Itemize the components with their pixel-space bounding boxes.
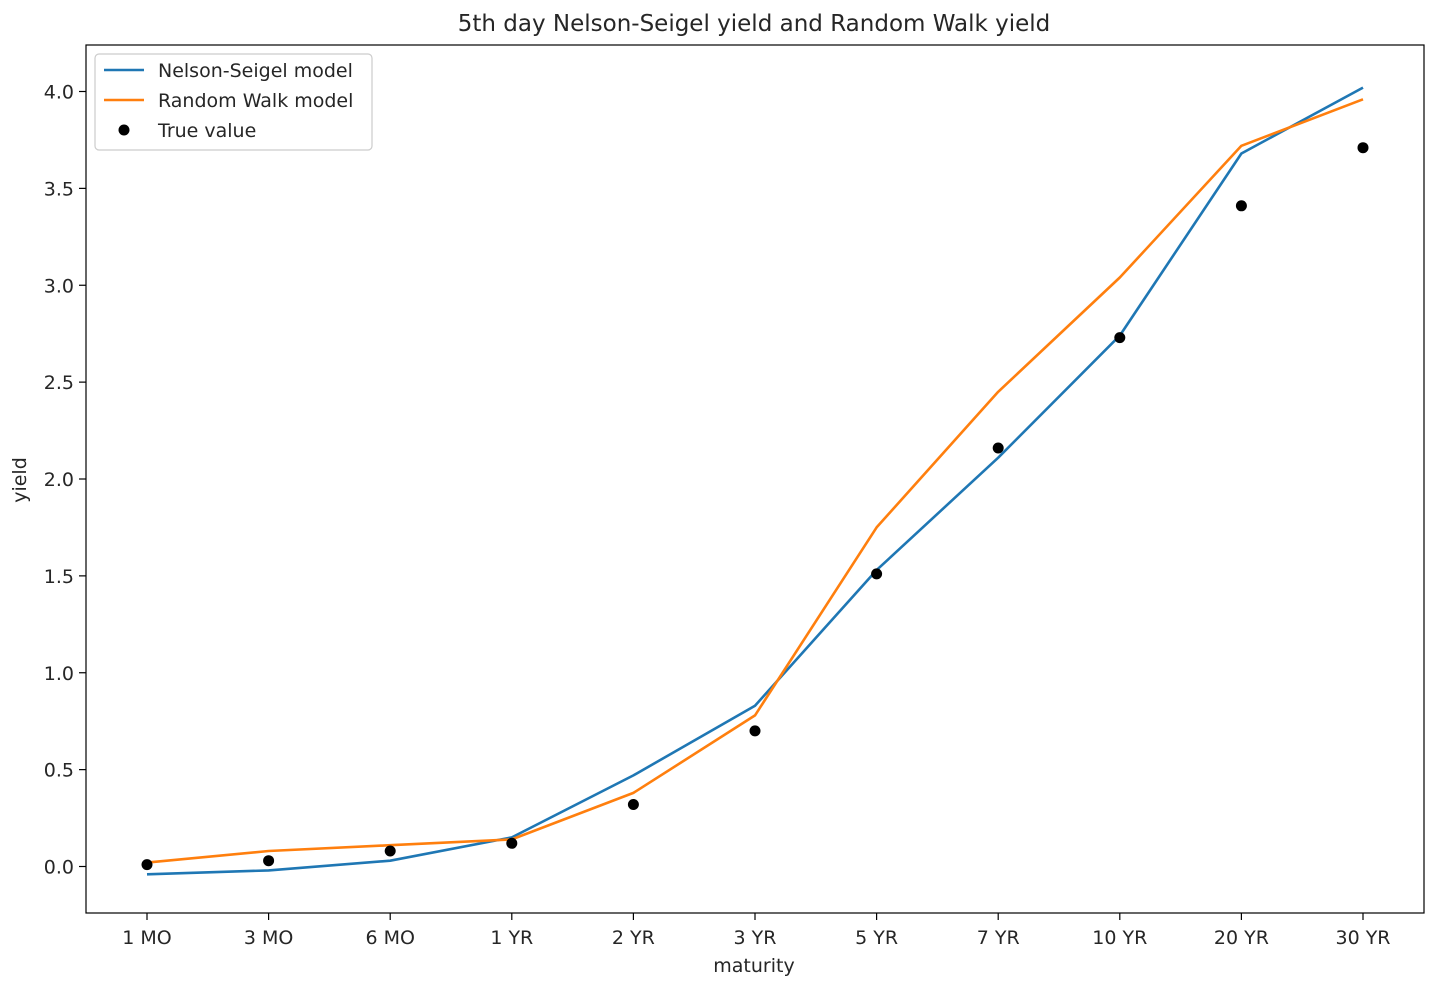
chart-title: 5th day Nelson-Seigel yield and Random W… — [458, 11, 1051, 37]
x-tick-label: 20 YR — [1214, 927, 1269, 949]
true-value-point — [1357, 142, 1369, 154]
true-value-point — [749, 725, 761, 737]
legend-random-walk-label: Random Walk model — [158, 90, 353, 112]
x-tick-label: 2 YR — [612, 927, 655, 949]
true-value-point — [1235, 200, 1247, 212]
x-tick-label: 3 YR — [734, 927, 777, 949]
true-value-point — [627, 799, 639, 810]
y-tick-label: 3.0 — [44, 275, 74, 297]
y-tick-label: 0.0 — [44, 857, 74, 879]
x-tick-label: 30 YR — [1335, 927, 1390, 949]
x-tick-label: 5 YR — [855, 927, 898, 949]
y-tick-label: 1.5 — [44, 566, 74, 588]
x-axis-title: maturity — [713, 955, 794, 977]
y-tick-label: 0.5 — [44, 760, 74, 782]
x-tick-label: 3 MO — [244, 927, 293, 949]
true-value-point — [871, 568, 883, 580]
plot-area — [85, 44, 1425, 914]
legend-box — [94, 53, 373, 151]
true-value-point — [992, 442, 1004, 454]
y-tick-label: 4.0 — [44, 82, 74, 104]
true-value-point — [506, 837, 518, 849]
true-value-point — [384, 845, 396, 857]
legend-true-value-swatch — [118, 124, 130, 136]
y-tick-label: 2.5 — [44, 372, 74, 394]
legend-true-value-label: True value — [157, 120, 256, 142]
true-value-point — [1114, 332, 1126, 344]
true-value-point — [141, 859, 153, 871]
x-tick-label: 7 YR — [977, 927, 1020, 949]
x-tick-label: 1 MO — [122, 927, 171, 949]
true-value-point — [263, 855, 275, 867]
y-tick-label: 1.0 — [44, 663, 74, 685]
y-axis: 0.0 0.5 1.0 1.5 2.0 2.5 3.0 3.5 4.0 — [44, 82, 86, 879]
x-tick-label: 6 MO — [365, 927, 414, 949]
x-tick-label: 10 YR — [1092, 927, 1147, 949]
x-tick-label: 1 YR — [490, 927, 533, 949]
y-tick-label: 3.5 — [44, 178, 74, 200]
nelson-seigel-model-line — [146, 86, 1364, 876]
y-axis-title: yield — [9, 457, 31, 503]
random-walk-model-line — [146, 98, 1364, 864]
x-axis: 1 MO 3 MO 6 MO 1 YR 2 YR 3 YR 5 YR 7 YR 10 YR 20 … — [122, 913, 1391, 949]
legend-nelson-seigel-label: Nelson-Seigel model — [158, 60, 353, 82]
y-tick-label: 2.0 — [44, 469, 74, 491]
legend: Nelson-Seigel model Random Walk model Tr… — [94, 53, 373, 151]
series-layer — [141, 86, 1369, 876]
